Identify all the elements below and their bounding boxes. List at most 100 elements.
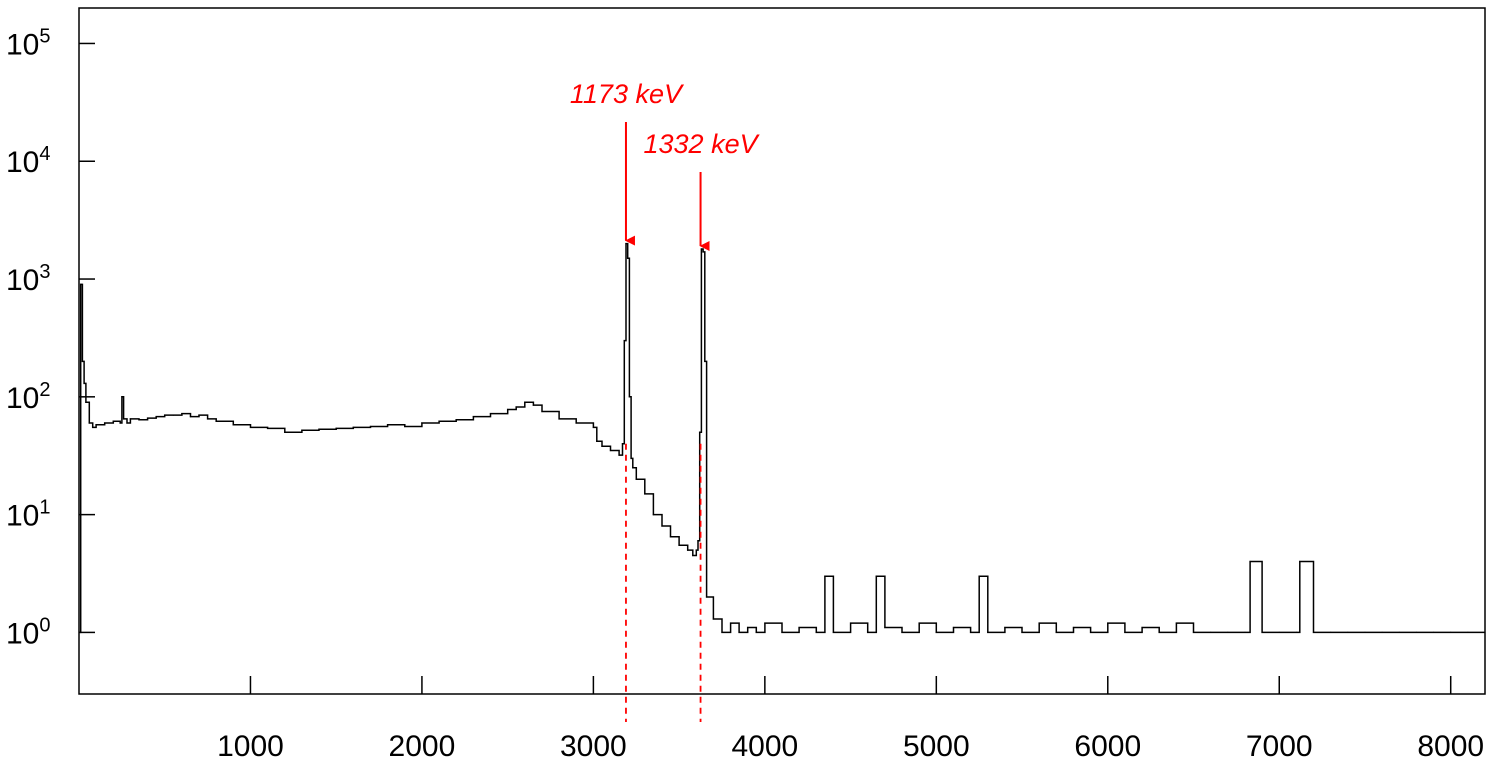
x-tick-label: 8000: [1417, 730, 1484, 763]
series-point: [1450, 631, 1452, 634]
x-tick-label: 5000: [903, 730, 970, 763]
series-point: [1158, 631, 1160, 634]
series-point: [207, 418, 209, 420]
series-point: [249, 426, 252, 428]
series-point: [712, 618, 715, 620]
series-point: [669, 536, 672, 538]
series-point: [875, 575, 877, 577]
series-point: [352, 426, 354, 428]
series-point: [781, 631, 783, 634]
series-point: [721, 631, 723, 634]
series-point: [369, 425, 372, 428]
series-point: [1021, 631, 1023, 634]
series-point: [697, 540, 699, 542]
series-point: [1295, 631, 1297, 634]
series-point: [1433, 631, 1435, 634]
series-point: [1210, 631, 1212, 634]
series-point: [1398, 631, 1400, 634]
series-point: [850, 622, 852, 624]
annotation-layer: 1173 keV 1332 keV: [570, 79, 761, 722]
series-point: [1038, 622, 1040, 624]
series-point: [704, 360, 706, 362]
series-point: [129, 418, 131, 420]
y-tick-label: 102: [6, 379, 51, 415]
series-point: [301, 429, 303, 431]
series-point: [524, 401, 526, 403]
series-point: [121, 396, 123, 398]
series-point: [455, 419, 457, 421]
series-point: [404, 425, 406, 428]
y-tick-label: 103: [6, 261, 51, 297]
series-point: [438, 420, 440, 422]
series-point: [952, 626, 955, 629]
plot-frame: [78, 7, 1486, 695]
series-point: [628, 396, 631, 398]
series-point: [692, 554, 694, 557]
series-point: [1055, 631, 1057, 634]
series-point: [541, 410, 543, 413]
series-point: [181, 413, 183, 415]
y-tick-label: 104: [6, 143, 51, 179]
series-point: [81, 360, 83, 362]
series-point: [1415, 631, 1417, 634]
series-point: [1381, 631, 1383, 634]
series-point: [472, 416, 474, 418]
series-line: [79, 242, 1485, 634]
series-point: [700, 248, 703, 250]
series-point: [623, 340, 625, 342]
series-point: [592, 426, 595, 428]
series-point: [1227, 631, 1229, 634]
series-point: [815, 631, 817, 634]
series-point: [1249, 560, 1251, 563]
series-point: [138, 419, 140, 421]
series-point: [738, 631, 740, 634]
series-point: [970, 631, 972, 634]
series-point: [1278, 631, 1280, 634]
series-point: [88, 422, 90, 424]
series-point: [421, 422, 423, 424]
series-point: [1004, 626, 1006, 629]
y-tick-label: 105: [6, 25, 51, 61]
series-point: [632, 467, 634, 469]
x-tick-label: 4000: [731, 730, 798, 763]
series-point: [661, 525, 663, 527]
series-point: [79, 631, 81, 634]
series-point: [695, 549, 697, 551]
series-point: [625, 243, 627, 245]
series-point: [918, 622, 920, 624]
series-point: [575, 422, 577, 424]
series-point: [824, 575, 826, 577]
series-point: [702, 251, 704, 253]
x-tick-label: 6000: [1074, 730, 1141, 763]
series-point: [635, 478, 637, 480]
series-point: [85, 401, 87, 403]
series-point: [112, 420, 114, 422]
series-point: [123, 418, 125, 420]
series-point: [1467, 631, 1469, 634]
series-point: [601, 445, 603, 447]
series-point: [699, 431, 701, 433]
series-point: [1244, 631, 1246, 634]
series-point: [1330, 631, 1332, 634]
series-point: [335, 427, 337, 429]
series-point: [730, 622, 732, 624]
series-point: [798, 626, 800, 629]
series-point: [747, 626, 749, 629]
series-point: [318, 428, 320, 430]
series-point: [678, 544, 680, 546]
series-point: [1141, 626, 1143, 629]
series-point: [1090, 631, 1092, 634]
series-point: [558, 418, 560, 420]
series-point: [630, 457, 632, 459]
series-point: [232, 424, 234, 426]
x-tick-label: 1000: [217, 730, 284, 763]
series-point: [832, 631, 835, 634]
series-point: [198, 414, 200, 416]
series-point: [901, 631, 903, 634]
peak-label: 1332 keV: [644, 129, 761, 159]
series-point: [1192, 631, 1195, 634]
series-point: [215, 420, 217, 422]
y-axis: 100 101 102 103 104 105: [6, 25, 95, 650]
series-point: [687, 549, 689, 551]
peak-label: 1173 keV: [570, 79, 685, 109]
